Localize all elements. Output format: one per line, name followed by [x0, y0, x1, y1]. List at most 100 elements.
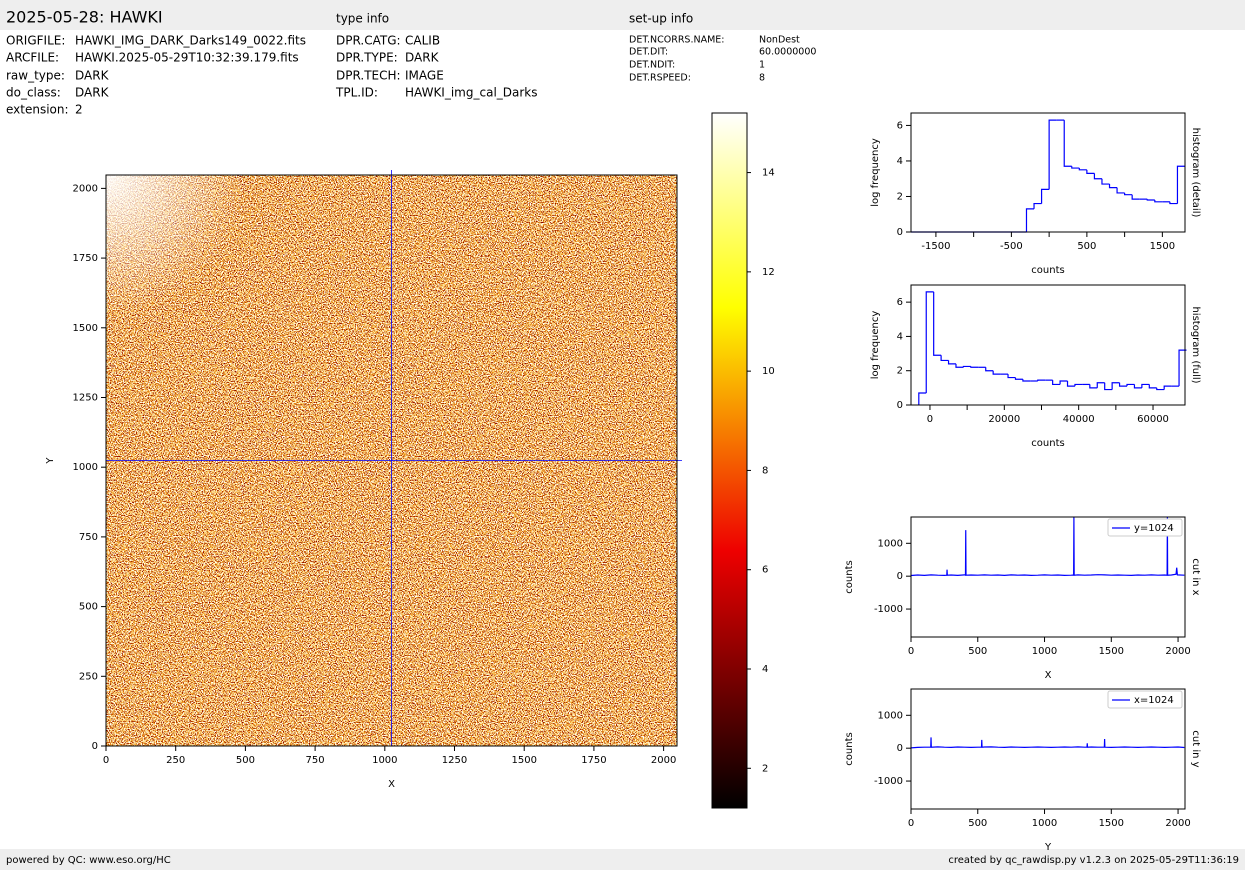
axes-frame: [910, 112, 1186, 233]
info-key: DPR.TECH:: [336, 69, 401, 83]
histogram-step: [1052, 380, 1061, 386]
x-axis-label: counts: [1031, 438, 1064, 449]
x-tick-label: 0: [908, 818, 914, 829]
footer-right: created by qc_rawdisp.py v1.2.3 on 2025-…: [948, 855, 1239, 866]
info-value: 60.0000000: [759, 47, 816, 58]
histogram-step: [1063, 120, 1072, 167]
x-tick-label: 1750: [581, 755, 606, 766]
histogram-step: [955, 363, 964, 368]
x-tick-label: 1000: [1032, 646, 1057, 657]
info-key: DPR.CATG:: [336, 34, 401, 48]
y-tick-label: 2000: [73, 183, 98, 194]
histogram-step: [1033, 202, 1042, 209]
histogram-step: [1078, 168, 1087, 171]
histogram-step: [1133, 384, 1142, 389]
histogram-step: [1048, 119, 1057, 190]
legend-label: y=1024: [1134, 523, 1174, 534]
x-tick-label: 2000: [651, 755, 676, 766]
y-tick-label: 4: [897, 331, 903, 342]
x-tick-label: 2000: [1165, 818, 1190, 829]
info-value: 2: [75, 103, 83, 117]
page-title: 2025-05-28: HAWKI: [6, 8, 163, 27]
x-tick-label: 1500: [1099, 646, 1124, 657]
info-value: NonDest: [759, 35, 800, 46]
info-key: do_class:: [6, 86, 61, 100]
info-key: DET.RSPEED:: [629, 73, 691, 84]
histogram-step: [1108, 184, 1118, 189]
info-key: DET.DIT:: [629, 47, 668, 58]
y-tick-label: -1000: [874, 776, 903, 787]
histogram-step: [1014, 377, 1023, 380]
histogram-step: [925, 291, 934, 393]
histogram-step: [1178, 349, 1187, 387]
y-axis-label: Y: [45, 457, 56, 465]
y-tick-label: 0: [897, 227, 903, 238]
x-axis-label: X: [1045, 670, 1052, 681]
histogram-step: [970, 366, 979, 368]
histogram-step: [1071, 166, 1080, 169]
info-value: HAWKI_IMG_DARK_Darks149_0022.fits: [75, 34, 306, 48]
y-axis-label: log frequency: [870, 311, 881, 380]
histogram-step: [1074, 383, 1083, 387]
axes-frame: [105, 174, 678, 747]
info-key: ARCFILE:: [6, 51, 59, 65]
x-tick-label: 0: [908, 646, 914, 657]
histogram-step: [933, 291, 942, 356]
y-axis-label: log frequency: [870, 138, 881, 207]
x-tick-label: 1000: [1032, 818, 1057, 829]
x-tick-label: 0: [927, 414, 933, 425]
cut-line: [910, 516, 1185, 577]
y-tick-label: 250: [79, 671, 98, 682]
y-tick-label: 0: [897, 743, 903, 754]
info-value: HAWKI.2025-05-29T10:32:39.179.fits: [75, 51, 299, 65]
histogram-step: [962, 365, 971, 368]
histogram-step: [1124, 192, 1133, 196]
setup-info-title: set-up info: [629, 12, 693, 26]
side-label: cut in y: [1190, 730, 1201, 767]
axes-frame: [910, 284, 1186, 406]
x-tick-label: 250: [166, 755, 185, 766]
y-tick-label: -1000: [874, 604, 903, 615]
histogram-step: [1156, 387, 1165, 391]
histogram-step: [1022, 379, 1031, 382]
side-label: histogram (detail): [1190, 128, 1201, 218]
x-tick-label: 750: [306, 755, 325, 766]
x-tick-label: 20000: [988, 414, 1020, 425]
x-tick-label: 1000: [372, 755, 397, 766]
x-tick-label: 500: [968, 646, 987, 657]
x-tick-label: 500: [968, 818, 987, 829]
info-key: TPL.ID:: [335, 86, 378, 100]
info-key: ORIGFILE:: [6, 34, 65, 48]
x-tick-label: 2000: [1165, 646, 1190, 657]
histogram-step: [1131, 194, 1140, 200]
colorbar-tick-label: 8: [762, 465, 768, 476]
y-tick-label: 2: [897, 366, 903, 377]
histogram-step: [985, 367, 994, 372]
legend-box: [1107, 518, 1183, 537]
y-tick-label: 500: [79, 602, 98, 613]
image-corner-glow: [106, 175, 246, 315]
histogram-step: [1163, 385, 1172, 390]
footer-left: powered by QC: www.eso.org/HC: [6, 855, 171, 866]
axes-frame: [910, 516, 1186, 638]
y-tick-label: 6: [897, 297, 903, 308]
histogram-step: [1066, 381, 1075, 387]
colorbar-tick-label: 6: [762, 565, 768, 576]
histogram-step: [1037, 379, 1046, 381]
histogram-step: [947, 360, 956, 365]
y-tick-label: 4: [897, 156, 903, 167]
histogram-step: [1059, 380, 1068, 385]
x-tick-label: -500: [1000, 241, 1023, 252]
x-tick-label: 500: [1077, 241, 1096, 252]
type-info-title: type info: [336, 12, 389, 26]
colorbar-tick-label: 2: [762, 763, 768, 774]
x-tick-label: 1500: [1099, 818, 1124, 829]
info-value: DARK: [75, 69, 110, 83]
info-key: DET.NCORRS.NAME:: [629, 35, 725, 46]
info-key: raw_type:: [6, 69, 65, 83]
info-key: extension:: [6, 103, 69, 117]
y-tick-label: 0: [92, 741, 98, 752]
y-axis-label: counts: [844, 560, 855, 593]
histogram-step: [918, 392, 927, 405]
info-value: CALIB: [405, 34, 440, 48]
